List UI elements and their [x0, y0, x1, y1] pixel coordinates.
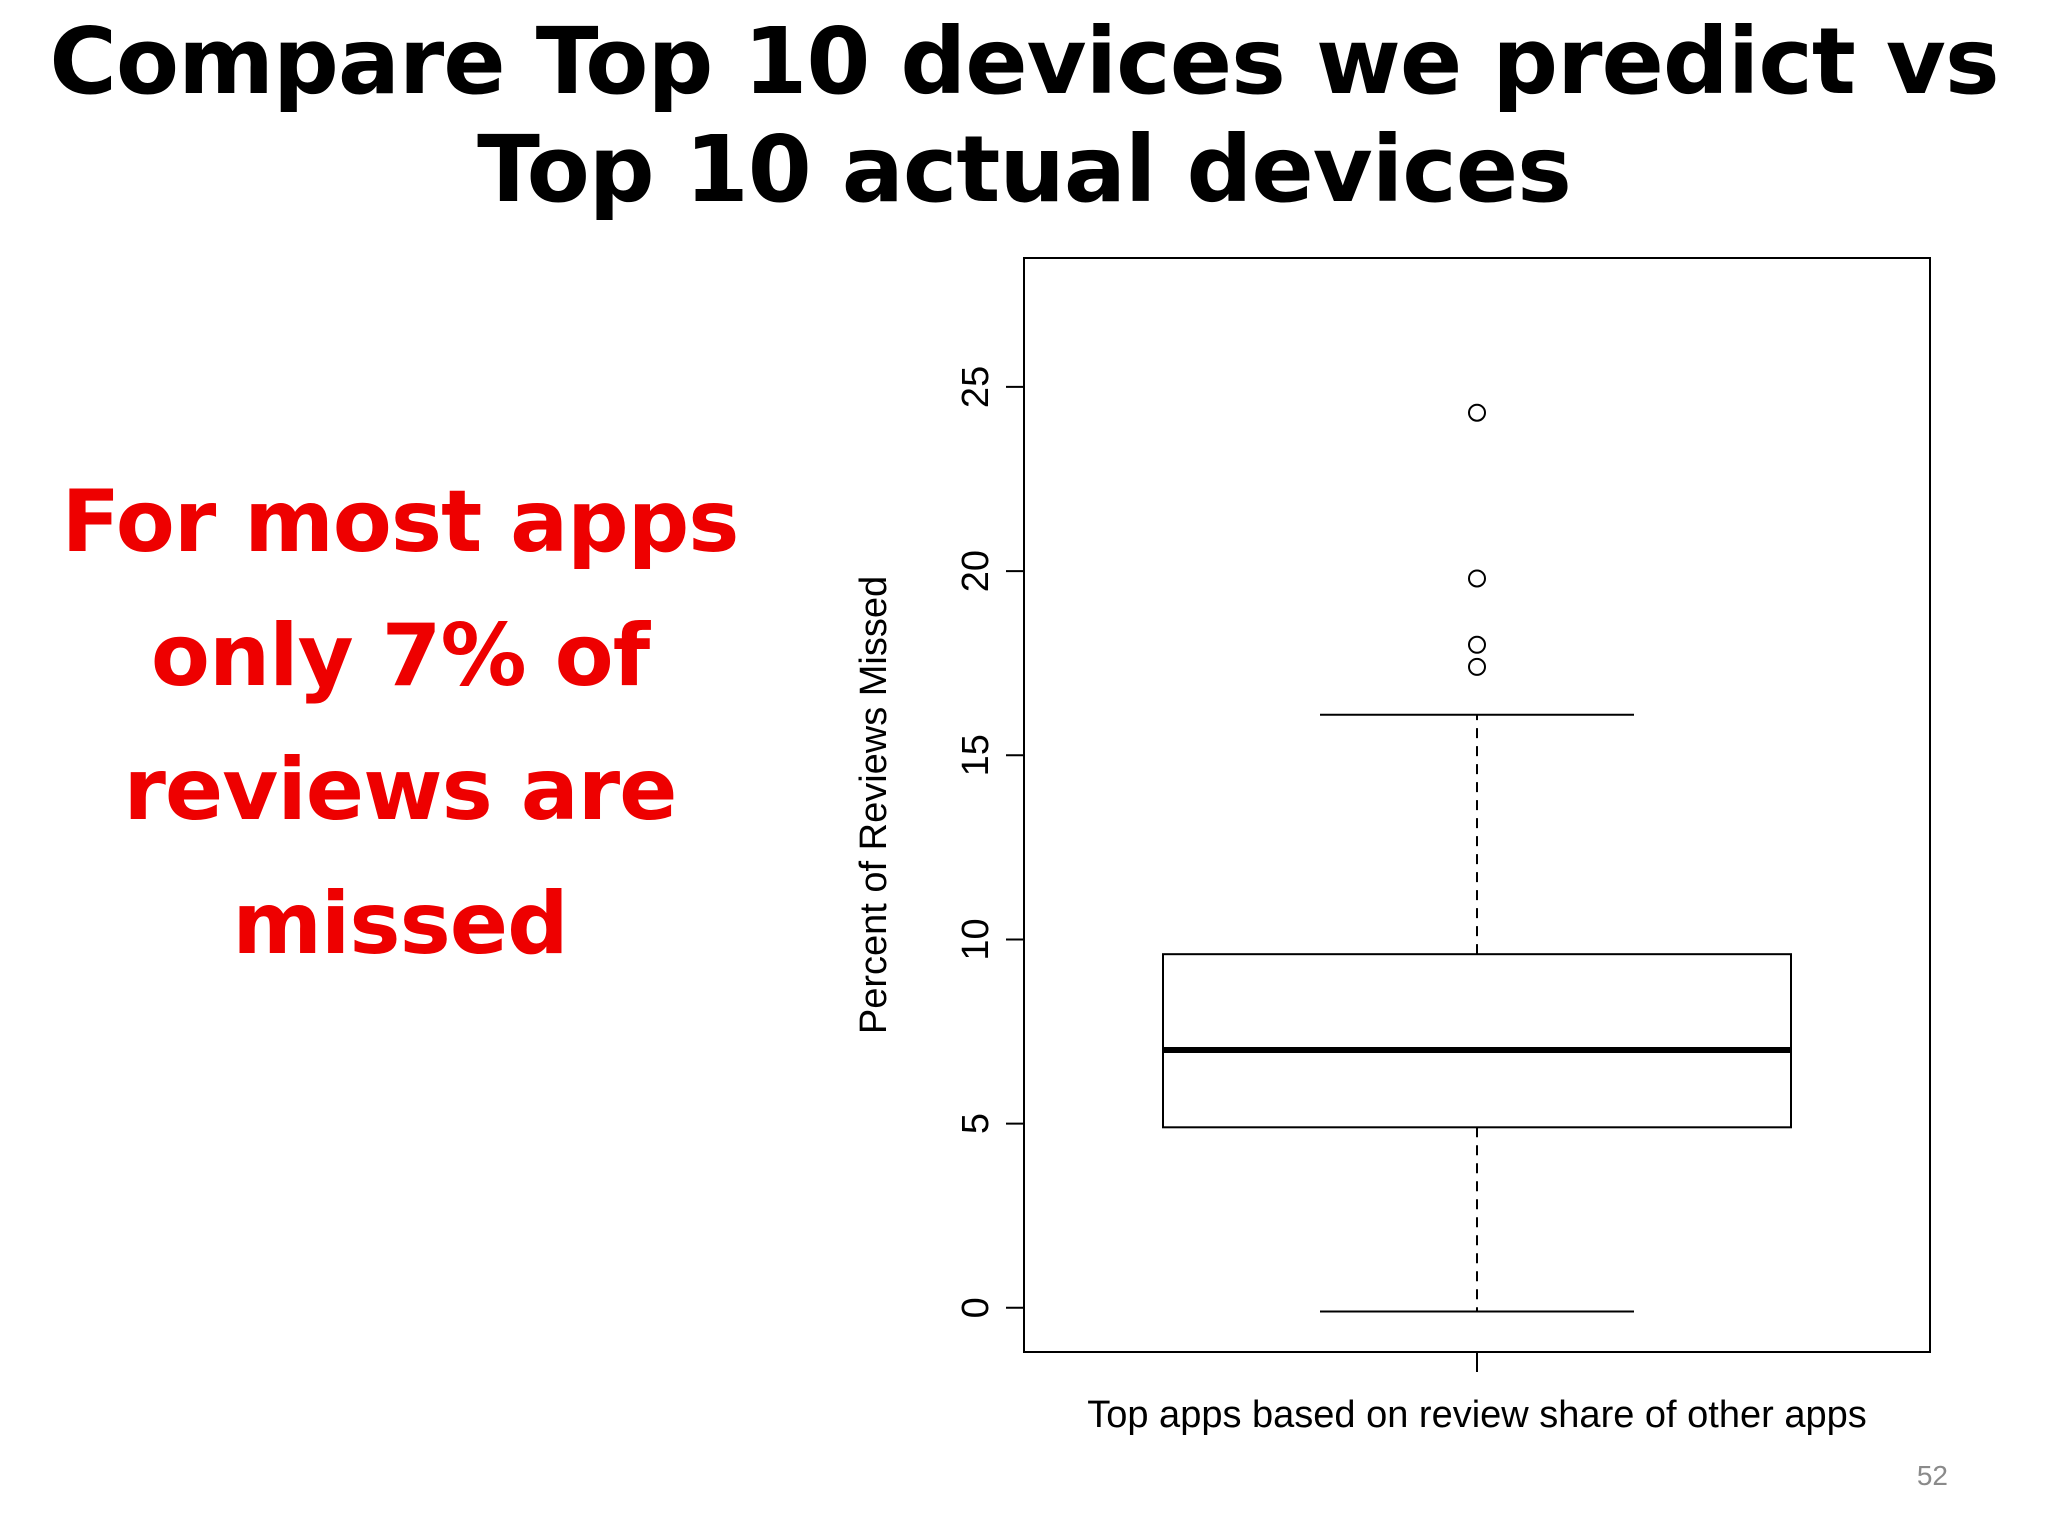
y-tick-label: 25 — [955, 366, 997, 408]
y-tick-label: 5 — [955, 1113, 997, 1134]
iqr-box — [1162, 953, 1792, 1129]
callout-line-2: only 7% of — [150, 606, 650, 706]
outlier-point — [1468, 657, 1486, 676]
page-number: 52 — [1916, 1460, 1948, 1491]
box-layer — [1162, 403, 1792, 1313]
slide-title-line-1: Compare Top 10 devices we predict vs — [49, 8, 1999, 115]
slide-title-line-2: Top 10 actual devices — [477, 116, 1572, 223]
y-tick-label: 15 — [955, 734, 997, 776]
y-tick-label: 20 — [955, 550, 997, 592]
y-axis-label: Percent of Reviews Missed — [853, 576, 895, 1034]
y-tick-label: 10 — [955, 918, 997, 960]
y-tick-label: 0 — [955, 1297, 997, 1318]
outlier-point — [1468, 569, 1486, 588]
outlier-point — [1468, 403, 1486, 422]
axes-layer: 0 5 10 15 20 25 — [955, 366, 1478, 1372]
callout-line-4: missed — [232, 874, 568, 974]
callout-line-3: reviews are — [123, 740, 678, 840]
slide-title: Compare Top 10 devices we predict vs Top… — [0, 8, 2048, 224]
outlier-point — [1468, 635, 1486, 654]
x-axis-label: Top apps based on review share of other … — [1087, 1394, 1867, 1436]
callout-line-1: For most apps — [61, 472, 740, 572]
callout-text: For most apps only 7% of reviews are mis… — [50, 455, 750, 991]
